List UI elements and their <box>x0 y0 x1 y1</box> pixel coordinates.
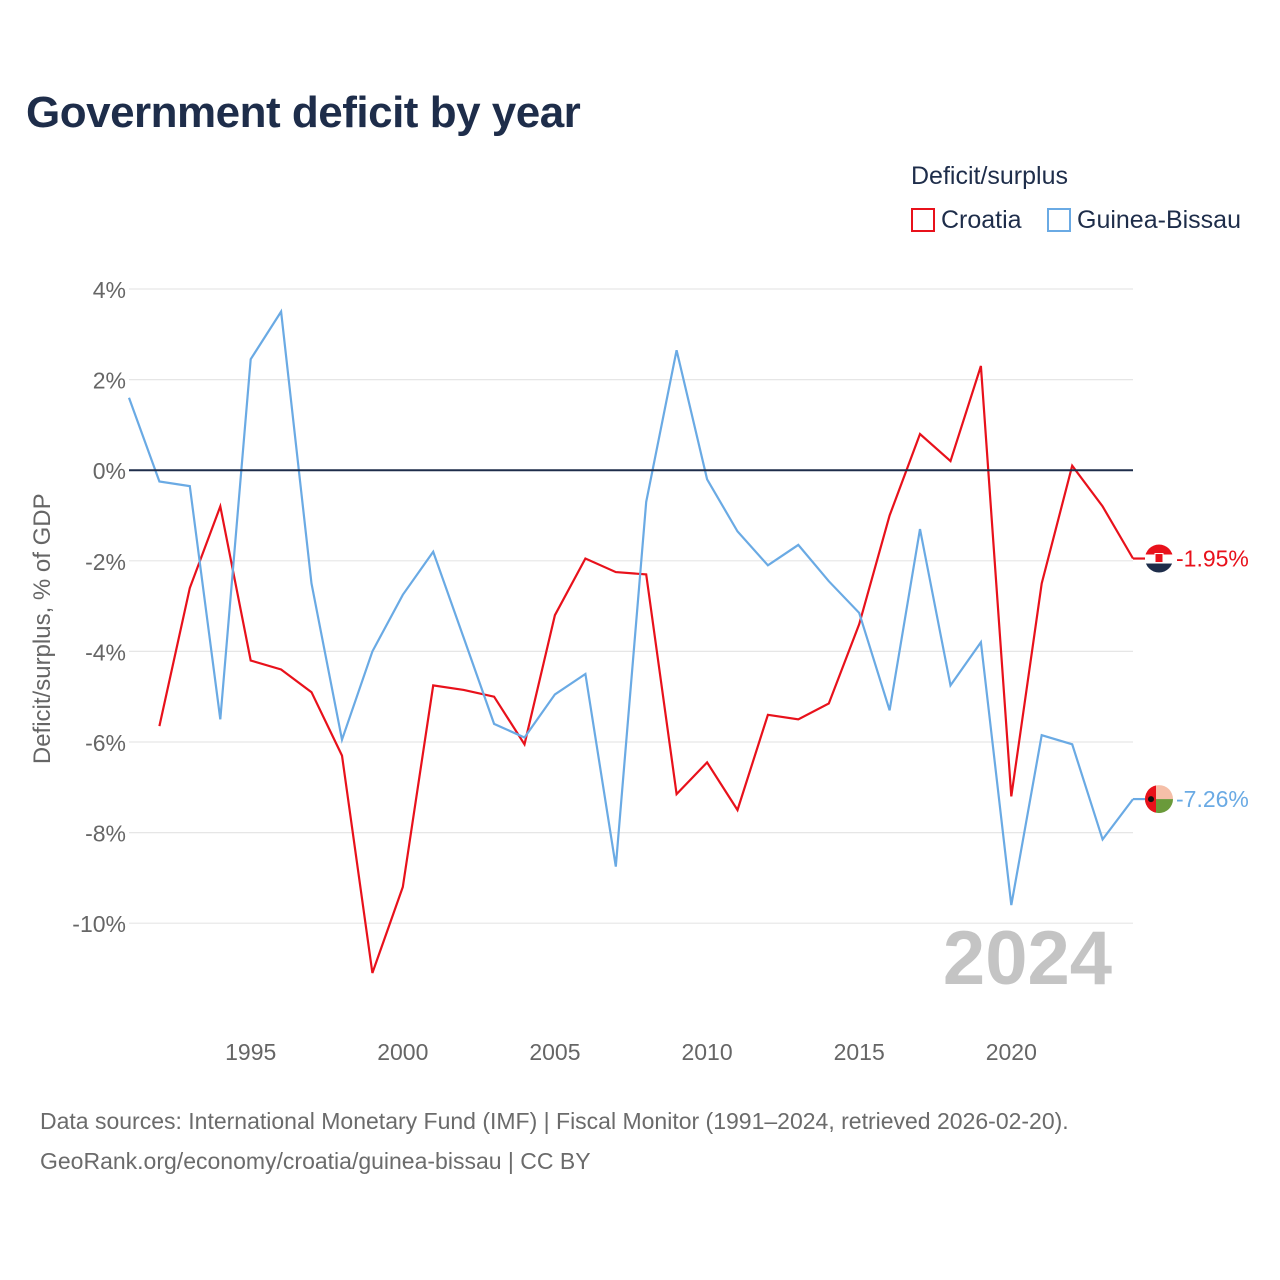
legend-item-croatia[interactable]: Croatia <box>911 204 1022 236</box>
legend-swatch-croatia <box>911 208 935 232</box>
y-tick-label: -6% <box>85 730 126 756</box>
y-tick-label: 0% <box>93 458 126 484</box>
guinea-bissau-flag-marker <box>1145 785 1173 814</box>
end-value-label-guinea-bissau: -7.26% <box>1176 786 1249 812</box>
y-tick-label: -10% <box>72 911 126 937</box>
y-tick-label: 4% <box>93 277 126 303</box>
series-line-guinea-bissau <box>127 308 1134 906</box>
croatia-flag-marker <box>1145 544 1173 573</box>
legend-label-guinea-bissau: Guinea-Bissau <box>1077 205 1241 234</box>
legend-item-guinea-bissau[interactable]: Guinea-Bissau <box>1047 204 1241 236</box>
y-tick-label: -4% <box>85 639 126 665</box>
legend-swatch-guinea-bissau <box>1047 208 1071 232</box>
x-tick-label: 2015 <box>834 1039 885 1065</box>
chart-title: Government deficit by year <box>26 88 581 137</box>
url-line[interactable]: GeoRank.org/economy/croatia/guinea-bissa… <box>40 1148 591 1174</box>
y-tick-label: 2% <box>93 368 126 394</box>
y-tick-label: -8% <box>85 821 126 847</box>
series-line-croatia <box>158 365 1134 974</box>
end-value-label-croatia: -1.95% <box>1176 546 1249 572</box>
x-tick-label: 2005 <box>529 1039 580 1065</box>
y-axis-label: Deficit/surplus, % of GDP <box>29 493 56 764</box>
x-tick-label: 2000 <box>377 1039 428 1065</box>
legend-label-croatia: Croatia <box>941 205 1022 234</box>
source-line: Data sources: International Monetary Fun… <box>40 1108 1069 1134</box>
x-tick-label: 2010 <box>681 1039 732 1065</box>
year-watermark: 2024 <box>943 916 1112 1001</box>
x-tick-label: 1995 <box>225 1039 276 1065</box>
legend-title: Deficit/surplus <box>911 162 1068 190</box>
x-tick-label: 2020 <box>986 1039 1037 1065</box>
y-tick-label: -2% <box>85 549 126 575</box>
